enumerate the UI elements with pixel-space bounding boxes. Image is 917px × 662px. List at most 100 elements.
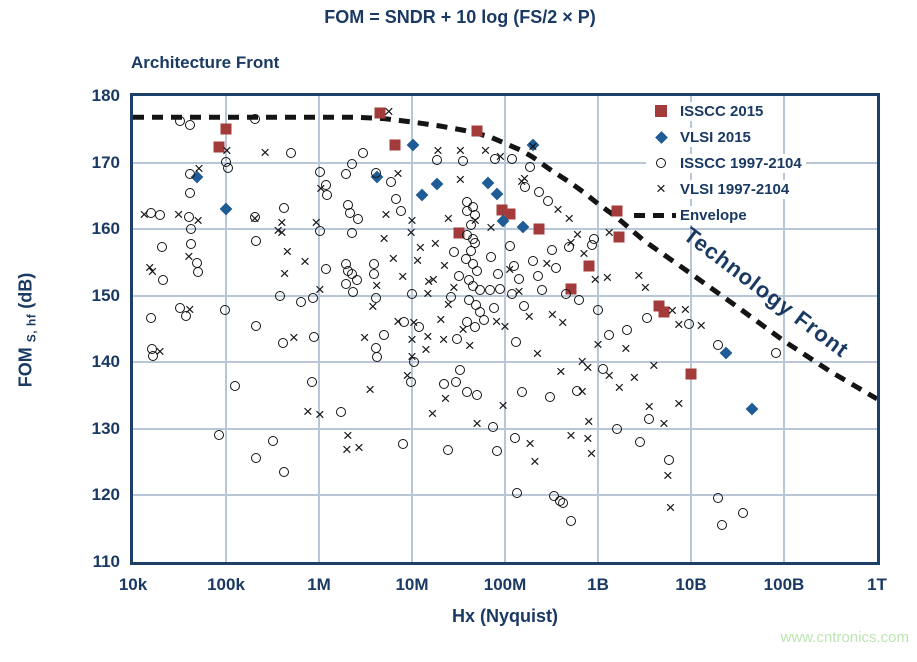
point-isscc-1997-2104 [353, 214, 364, 225]
gridline-horizontal [133, 361, 877, 364]
point-isscc-1997-2104 [314, 166, 325, 177]
point-vlsi-1997-2104: × [415, 237, 426, 257]
point-vlsi-1997-2104: × [673, 393, 684, 413]
legend-item-envelope: Envelope [634, 202, 806, 228]
point-vlsi-1997-2104: × [302, 401, 313, 421]
point-vlsi-1997-2104: × [566, 232, 576, 252]
point-vlsi-1997-2104: × [527, 136, 538, 156]
point-isscc-1997-2104 [406, 376, 417, 387]
point-isscc-1997-2104 [181, 311, 191, 322]
point-vlsi-1997-2104: × [590, 270, 601, 290]
point-isscc-1997-2104 [185, 223, 196, 234]
point-isscc-1997-2104 [593, 305, 603, 316]
point-isscc-1997-2104 [510, 433, 521, 444]
gridline-vertical [690, 96, 692, 562]
point-vlsi-1997-2104: × [680, 300, 691, 320]
point-isscc-1997-2104 [267, 435, 278, 446]
point-isscc-1997-2104 [527, 256, 538, 267]
point-isscc-1997-2104 [296, 297, 307, 308]
point-vlsi-1997-2104: × [427, 403, 438, 423]
point-vlsi-1997-2104: × [300, 252, 310, 272]
point-vlsi-2015 [406, 138, 420, 152]
point-vlsi-1997-2104: × [314, 404, 325, 424]
point-isscc-2015 [658, 306, 670, 318]
legend-label: Envelope [676, 205, 751, 225]
point-isscc-1997-2104 [504, 240, 515, 251]
point-isscc-1997-2104 [642, 313, 653, 324]
point-isscc-1997-2104 [448, 247, 459, 258]
point-vlsi-1997-2104: × [439, 255, 450, 275]
point-isscc-1997-2104 [321, 264, 332, 275]
plot-inner: × × × × × × × × × × × × × × × × × × × × × × × × × × × × × × × × × × × × × × × ×… [133, 96, 877, 562]
point-vlsi-1997-2104: × [282, 241, 293, 261]
point-isscc-1997-2104 [385, 176, 396, 187]
point-isscc-1997-2104 [551, 262, 562, 273]
point-vlsi-1997-2104: × [288, 327, 299, 347]
point-vlsi-1997-2104: × [662, 465, 673, 485]
point-vlsi-1997-2104: × [486, 217, 496, 237]
point-vlsi-1997-2104: × [455, 140, 466, 160]
point-vlsi-1997-2104: × [640, 277, 651, 297]
point-vlsi-1997-2104: × [604, 222, 615, 242]
point-isscc-1997-2104 [571, 385, 582, 396]
x-tick-label: 10k [118, 575, 148, 594]
point-isscc-1997-2104 [193, 267, 204, 278]
point-isscc-1997-2104 [249, 113, 260, 124]
point-isscc-1997-2104 [346, 158, 357, 169]
point-vlsi-1997-2104: × [435, 310, 446, 330]
point-vlsi-1997-2104: × [582, 428, 593, 448]
point-vlsi-1997-2104: × [470, 210, 481, 230]
point-vlsi-1997-2104: × [359, 327, 370, 347]
point-isscc-1997-2104 [407, 288, 417, 299]
point-vlsi-1997-2104: × [139, 204, 150, 224]
x-tick-label: 1M [307, 575, 331, 594]
x-tick-label: 100M [483, 575, 527, 594]
point-isscc-1997-2104 [506, 154, 517, 165]
y-tick-label: 110 [92, 552, 120, 571]
point-isscc-1997-2104 [368, 268, 379, 279]
point-isscc-1997-2104 [546, 245, 557, 256]
point-isscc-1997-2104 [446, 292, 457, 302]
point-isscc-1997-2104 [157, 274, 168, 285]
gridlines-layer [133, 96, 877, 562]
square-marker-icon [646, 105, 676, 117]
point-vlsi-2015 [430, 177, 444, 191]
point-vlsi-1997-2104: × [406, 222, 417, 242]
point-vlsi-1997-2104: × [173, 204, 184, 224]
point-vlsi-1997-2104: × [577, 352, 588, 372]
point-vlsi-1997-2104: × [221, 141, 232, 161]
point-vlsi-1997-2104: × [147, 261, 158, 281]
point-isscc-1997-2104 [663, 455, 674, 466]
y-tick-label: 130 [91, 418, 120, 438]
point-isscc-1997-2104 [770, 348, 781, 358]
point-isscc-1997-2104 [342, 199, 353, 210]
point-vlsi-1997-2104: × [648, 355, 659, 375]
point-vlsi-1997-2104: × [428, 270, 439, 290]
point-isscc-1997-2104 [370, 168, 381, 179]
legend-label: VLSI 2015 [676, 127, 755, 147]
plot-area: × × × × × × × × × × × × × × × × × × × × × × × × × × × × × × × × × × × × × × × ×… [130, 93, 880, 565]
point-isscc-1997-2104 [472, 266, 483, 277]
point-vlsi-2015 [719, 346, 733, 360]
point-isscc-1997-2104 [566, 515, 576, 526]
point-isscc-1997-2104 [408, 357, 419, 368]
watermark: www.cntronics.com [780, 629, 909, 646]
gridline-horizontal [133, 427, 877, 430]
point-vlsi-1997-2104: × [514, 282, 524, 302]
point-isscc-2015 [374, 107, 385, 119]
point-isscc-1997-2104 [249, 211, 260, 222]
point-vlsi-1997-2104: × [532, 344, 543, 364]
point-isscc-1997-2104 [278, 466, 289, 477]
y-axis-title: FOM S, hf (dB) [16, 273, 39, 388]
x-tick-label: 100B [763, 575, 805, 594]
point-isscc-1997-2104 [470, 322, 481, 332]
point-vlsi-1997-2104: × [354, 437, 364, 457]
point-isscc-1997-2104 [492, 269, 503, 280]
point-isscc-1997-2104 [352, 275, 363, 286]
y-tick-label: 140 [91, 352, 120, 372]
point-vlsi-1997-2104: × [408, 312, 419, 332]
point-vlsi-1997-2104: × [633, 265, 644, 285]
point-vlsi-1997-2104: × [583, 411, 594, 431]
point-isscc-1997-2104 [220, 305, 231, 316]
point-vlsi-1997-2104: × [491, 312, 502, 332]
